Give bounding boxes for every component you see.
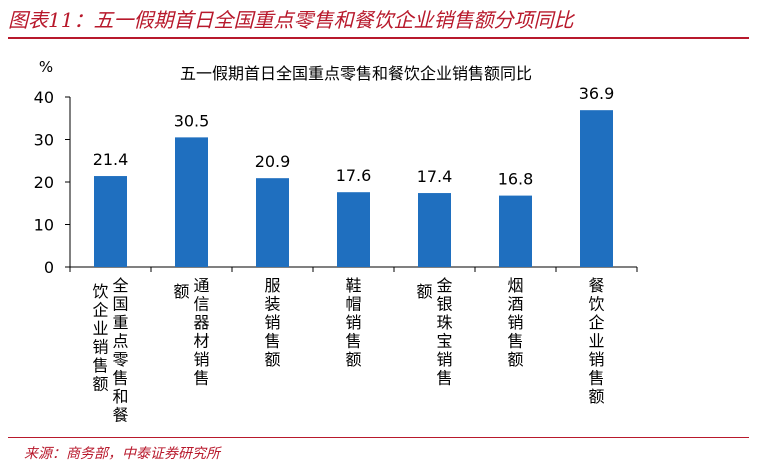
y-tick-label: 20 (34, 173, 54, 192)
data-label: 21.4 (93, 150, 129, 169)
x-tick-label: 额 (173, 282, 189, 301)
x-tick-label: 餐饮企业销售额 (588, 276, 604, 406)
x-tick-label: 鞋帽销售额 (345, 276, 361, 369)
data-label: 17.4 (417, 167, 453, 186)
bar (175, 137, 208, 267)
bar (418, 193, 451, 267)
y-tick-label: 10 (34, 216, 54, 235)
bar-chart: 五一假期首日全国重点零售和餐饮企业销售额同比 % 0 10 20 30 40 21.4 全… (34, 58, 638, 425)
x-tick-label: 全国重点零售和餐 (112, 276, 128, 425)
bar (94, 176, 127, 267)
data-label: 20.9 (255, 152, 291, 171)
x-tick-label: 烟酒销售额 (507, 276, 523, 369)
data-label: 30.5 (174, 111, 210, 130)
data-label: 16.8 (498, 170, 534, 189)
x-tick-label: 金银珠宝销售 (436, 276, 452, 388)
data-label: 17.6 (336, 166, 372, 185)
y-axis-unit: % (39, 58, 53, 76)
x-tick-label: 通信器材销售 (193, 276, 209, 388)
title-rule (8, 37, 749, 39)
x-tick-label: 服装销售额 (264, 276, 280, 369)
bar (499, 195, 532, 267)
x-tick-label: 额 (416, 282, 432, 301)
figure-title: 图表11：五一假期首日全国重点零售和餐饮企业销售额分项同比 (8, 8, 574, 32)
bar (580, 110, 613, 267)
data-label: 36.9 (579, 84, 615, 103)
source-note: 来源：商务部，中泰证券研究所 (24, 446, 220, 462)
y-tick-label: 40 (34, 88, 54, 107)
bar (256, 178, 289, 267)
source-rule (8, 437, 749, 438)
chart-title: 五一假期首日全国重点零售和餐饮企业销售额同比 (180, 64, 532, 83)
y-tick-label: 30 (34, 131, 54, 150)
y-tick-label: 0 (44, 258, 54, 277)
x-tick-label: 饮企业销售额 (92, 282, 108, 394)
bar (337, 192, 370, 267)
